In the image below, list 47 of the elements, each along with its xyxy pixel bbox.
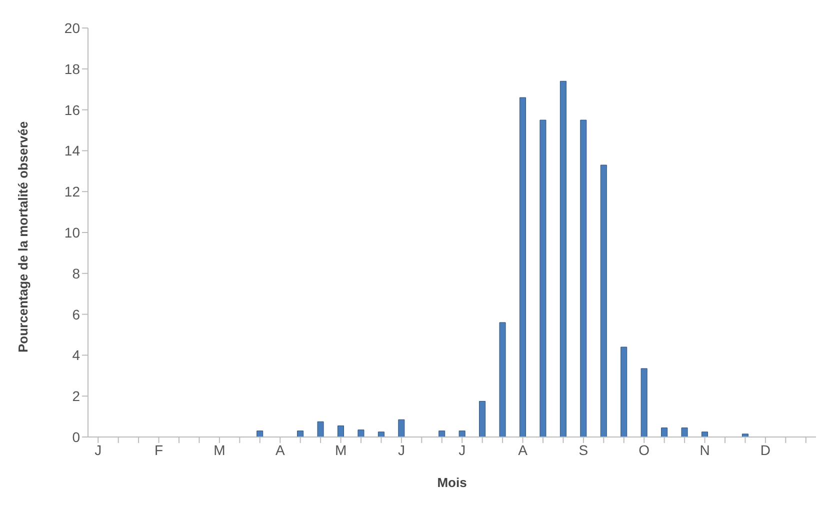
- bar: [479, 400, 486, 437]
- bar: [540, 120, 546, 437]
- bar: [560, 80, 566, 437]
- x-tick-label: O: [638, 442, 650, 458]
- bar: [519, 97, 526, 437]
- y-tick-label: 10: [64, 224, 80, 240]
- bar: [438, 430, 446, 437]
- bar: [358, 430, 364, 437]
- bar: [620, 346, 628, 437]
- bar: [458, 430, 466, 437]
- x-tick-label: J: [398, 442, 405, 458]
- bar: [661, 428, 668, 437]
- x-tick-label: M: [334, 442, 347, 458]
- y-tick-label: 4: [72, 347, 80, 364]
- bar: [256, 430, 264, 437]
- x-tick-label: M: [214, 442, 226, 458]
- x-tick-label: A: [275, 442, 286, 458]
- bar: [742, 434, 748, 437]
- y-tick-label: 16: [64, 102, 80, 118]
- bar: [499, 322, 506, 437]
- bar: [297, 430, 304, 437]
- y-tick-label: 14: [64, 142, 80, 159]
- y-tick-label: 6: [72, 306, 80, 322]
- y-axis-title: Pourcentage de la mortalité observée: [16, 121, 31, 352]
- bar: [701, 432, 708, 437]
- y-tick-label: 2: [72, 388, 80, 404]
- y-tick-label: 18: [64, 60, 80, 77]
- y-tick-label: 20: [64, 20, 80, 36]
- x-tick-label: J: [94, 442, 102, 458]
- bar: [398, 419, 405, 437]
- bar: [317, 421, 324, 437]
- bar: [640, 368, 648, 437]
- bar: [600, 164, 607, 437]
- bar: [378, 432, 384, 437]
- x-tick-label: D: [760, 442, 771, 458]
- bar: [681, 428, 688, 437]
- x-tick-label: A: [518, 442, 528, 458]
- bar: [580, 120, 587, 437]
- y-tick-label: 0: [72, 428, 80, 445]
- bar: [337, 426, 344, 437]
- x-tick-label: F: [154, 442, 164, 458]
- x-tick-label: N: [700, 442, 710, 458]
- x-tick-label: J: [458, 442, 466, 458]
- y-tick-label: 8: [72, 265, 80, 282]
- y-tick-label: 12: [64, 184, 80, 200]
- x-axis-title: Mois: [437, 475, 467, 490]
- x-tick-label: S: [578, 442, 588, 458]
